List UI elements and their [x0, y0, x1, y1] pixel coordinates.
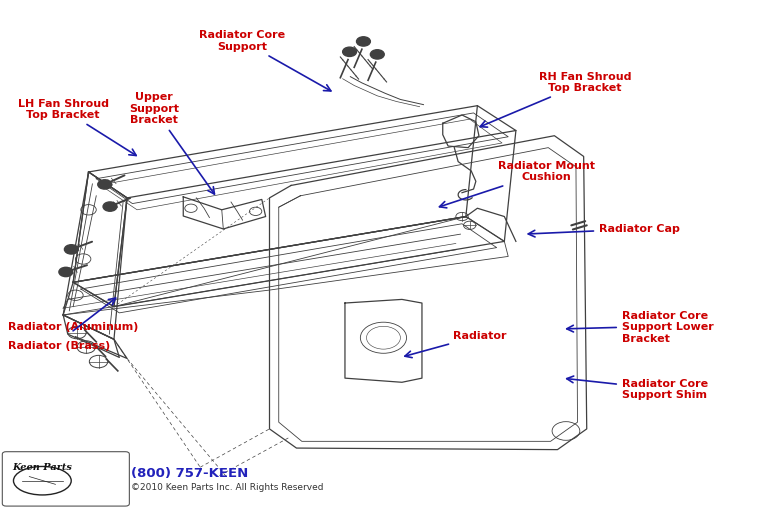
Text: ©2010 Keen Parts Inc. All Rights Reserved: ©2010 Keen Parts Inc. All Rights Reserve…	[131, 483, 323, 493]
Text: Radiator Mount
Cushion: Radiator Mount Cushion	[440, 161, 595, 208]
Text: RH Fan Shroud
Top Bracket: RH Fan Shroud Top Bracket	[480, 71, 631, 127]
FancyBboxPatch shape	[2, 452, 129, 506]
Text: Upper
Support
Bracket: Upper Support Bracket	[129, 92, 215, 194]
Text: (800) 757-KEEN: (800) 757-KEEN	[131, 467, 248, 481]
Circle shape	[357, 37, 370, 46]
Text: Radiator (Brass): Radiator (Brass)	[8, 341, 110, 351]
Circle shape	[59, 267, 72, 277]
Text: Radiator Core
Support Lower
Bracket: Radiator Core Support Lower Bracket	[622, 311, 714, 344]
Text: Radiator Core
Support Shim: Radiator Core Support Shim	[622, 379, 708, 400]
Text: LH Fan Shroud
Top Bracket: LH Fan Shroud Top Bracket	[18, 98, 136, 155]
Circle shape	[343, 47, 357, 56]
Circle shape	[103, 202, 117, 211]
Text: Radiator Core
Support: Radiator Core Support	[199, 30, 331, 91]
Circle shape	[98, 180, 112, 189]
Text: Radiator (Aluminum): Radiator (Aluminum)	[8, 322, 138, 333]
Circle shape	[65, 244, 79, 254]
Text: Radiator Cap: Radiator Cap	[528, 224, 680, 237]
Text: Keen Parts: Keen Parts	[12, 463, 72, 472]
Text: Radiator: Radiator	[405, 330, 506, 357]
Circle shape	[370, 50, 384, 59]
